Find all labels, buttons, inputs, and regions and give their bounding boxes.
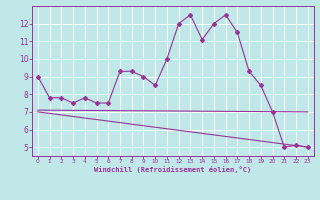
X-axis label: Windchill (Refroidissement éolien,°C): Windchill (Refroidissement éolien,°C)	[94, 166, 252, 173]
